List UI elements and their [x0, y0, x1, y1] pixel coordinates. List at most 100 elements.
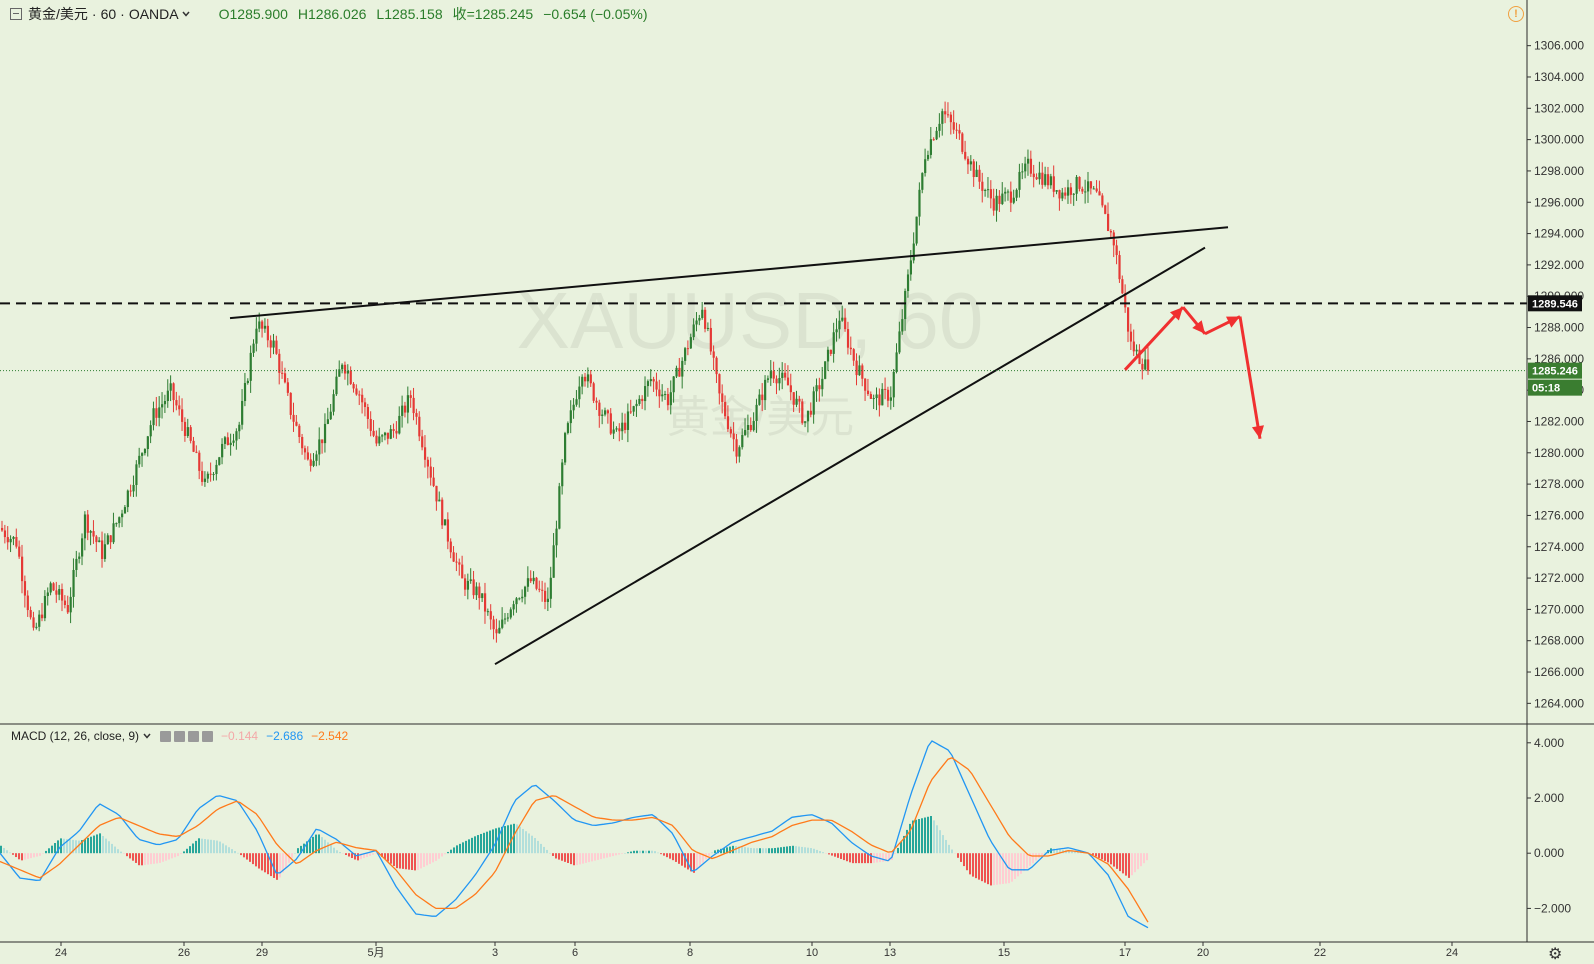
macd-histogram-bar: [138, 853, 140, 866]
candle-body: [418, 416, 421, 437]
projection-arrow-1[interactable]: [1123, 306, 1185, 371]
candle-body: [115, 523, 118, 525]
price-tick-label: 1296.000: [1534, 195, 1584, 209]
candle-body: [23, 581, 27, 596]
candle-body: [286, 382, 289, 393]
candle-body: [215, 464, 218, 475]
macd-histogram-bar: [144, 853, 146, 865]
macd-histogram-bar: [942, 835, 944, 854]
macd-histogram-bar: [504, 826, 506, 854]
macd-histogram-bar: [1125, 853, 1127, 876]
candle-body: [1009, 191, 1013, 203]
candle-body: [381, 435, 384, 437]
time-tick-label: 3: [492, 947, 498, 959]
macd-histogram-bar: [984, 853, 986, 883]
macd-histogram-bar: [804, 847, 806, 854]
macd-histogram-bar: [102, 835, 104, 854]
candle-body: [415, 413, 418, 417]
candle-body: [206, 473, 209, 479]
close-value: 收=1285.245: [452, 6, 534, 22]
macd-histogram-bar: [9, 852, 11, 854]
projection-arrow-4[interactable]: [1238, 316, 1262, 439]
chevron-down-icon[interactable]: [142, 731, 152, 741]
candle-body: [798, 398, 801, 402]
candle-body: [698, 318, 701, 321]
candle-body: [263, 325, 267, 329]
macd-histogram-bar: [690, 853, 692, 872]
candle-body: [255, 328, 258, 344]
macd-histogram-bar: [78, 840, 80, 854]
macd-histogram-bar: [945, 839, 947, 854]
interval-label[interactable]: 60: [100, 6, 117, 22]
price-tick-label: 1306.000: [1534, 39, 1584, 53]
macd-histogram-bar: [681, 853, 683, 866]
candle-body: [163, 401, 167, 405]
candle-body: [1035, 177, 1038, 180]
candle-body: [998, 195, 1001, 204]
macd-histogram-bar: [465, 840, 467, 854]
macd-histogram-bar: [1128, 853, 1130, 878]
macd-histogram-bar: [654, 851, 656, 854]
macd-histogram-bar: [651, 850, 653, 854]
trend-line-2[interactable]: [494, 246, 1206, 666]
close-icon[interactable]: [202, 730, 214, 742]
candle-body: [678, 367, 681, 377]
macd-histogram-bar: [624, 853, 626, 854]
macd-histogram-bar: [969, 853, 971, 875]
candle-body: [355, 388, 358, 395]
time-tick-label: 22: [1314, 947, 1326, 959]
alert-icon[interactable]: !: [1508, 6, 1524, 22]
eye-icon[interactable]: [160, 730, 172, 742]
macd-histogram-bar: [312, 836, 314, 854]
chevron-down-icon[interactable]: [181, 9, 191, 19]
macd-histogram-bar: [936, 825, 938, 854]
candle-body: [1072, 193, 1075, 195]
macd-histogram-bar: [432, 853, 434, 863]
candle-body: [555, 528, 558, 546]
candle-body: [315, 454, 318, 461]
gear-icon[interactable]: ⚙: [1548, 946, 1563, 963]
candle-body: [446, 519, 450, 542]
candle-body: [181, 409, 184, 422]
macd-histogram-bar: [135, 853, 137, 863]
settings-icon[interactable]: [174, 730, 186, 742]
candle-body: [1049, 176, 1053, 186]
macd-tick-label: 0.000: [1534, 846, 1564, 860]
macd-title[interactable]: MACD (12, 26, close, 9): [11, 729, 140, 743]
macd-histogram-bar: [45, 850, 47, 854]
candle-body: [186, 427, 189, 436]
candle-body: [403, 405, 407, 413]
candle-body: [1084, 191, 1087, 193]
candle-body: [375, 435, 378, 444]
candle-body: [238, 424, 241, 432]
drawings[interactable]: [0, 226, 1527, 666]
macd-histogram-bar: [216, 840, 218, 854]
macd-histogram-bar: [1041, 853, 1043, 856]
macd-histogram-bar: [573, 853, 575, 866]
symbol-name[interactable]: 黄金/美元: [28, 6, 88, 22]
lock-icon[interactable]: [188, 730, 200, 742]
collapse-icon[interactable]: [10, 8, 22, 20]
candle-body: [961, 133, 964, 152]
candle-body: [1126, 307, 1130, 332]
candle-body: [283, 373, 287, 383]
trend-line-1[interactable]: [229, 226, 1229, 320]
macd-histogram-bar: [1032, 853, 1034, 864]
macd-histogram-bar: [630, 851, 632, 854]
macd-histogram-bar: [1131, 853, 1133, 876]
macd-histogram-bar: [369, 853, 371, 856]
macd-histogram-bar: [12, 853, 14, 855]
candle-body: [312, 460, 315, 466]
macd-histogram-bar: [75, 840, 77, 854]
macd-histogram-bar: [234, 850, 236, 854]
macd-histogram-bar: [342, 853, 344, 854]
candle-body: [261, 321, 264, 329]
candle-body: [335, 376, 338, 395]
macd-histogram-bar: [543, 846, 545, 854]
macd-histogram-bar: [33, 853, 35, 858]
candle-body: [675, 367, 678, 377]
arrow-head: [1169, 307, 1183, 321]
macd-histogram-bar: [264, 853, 266, 873]
macd-histogram-bar: [888, 853, 890, 861]
